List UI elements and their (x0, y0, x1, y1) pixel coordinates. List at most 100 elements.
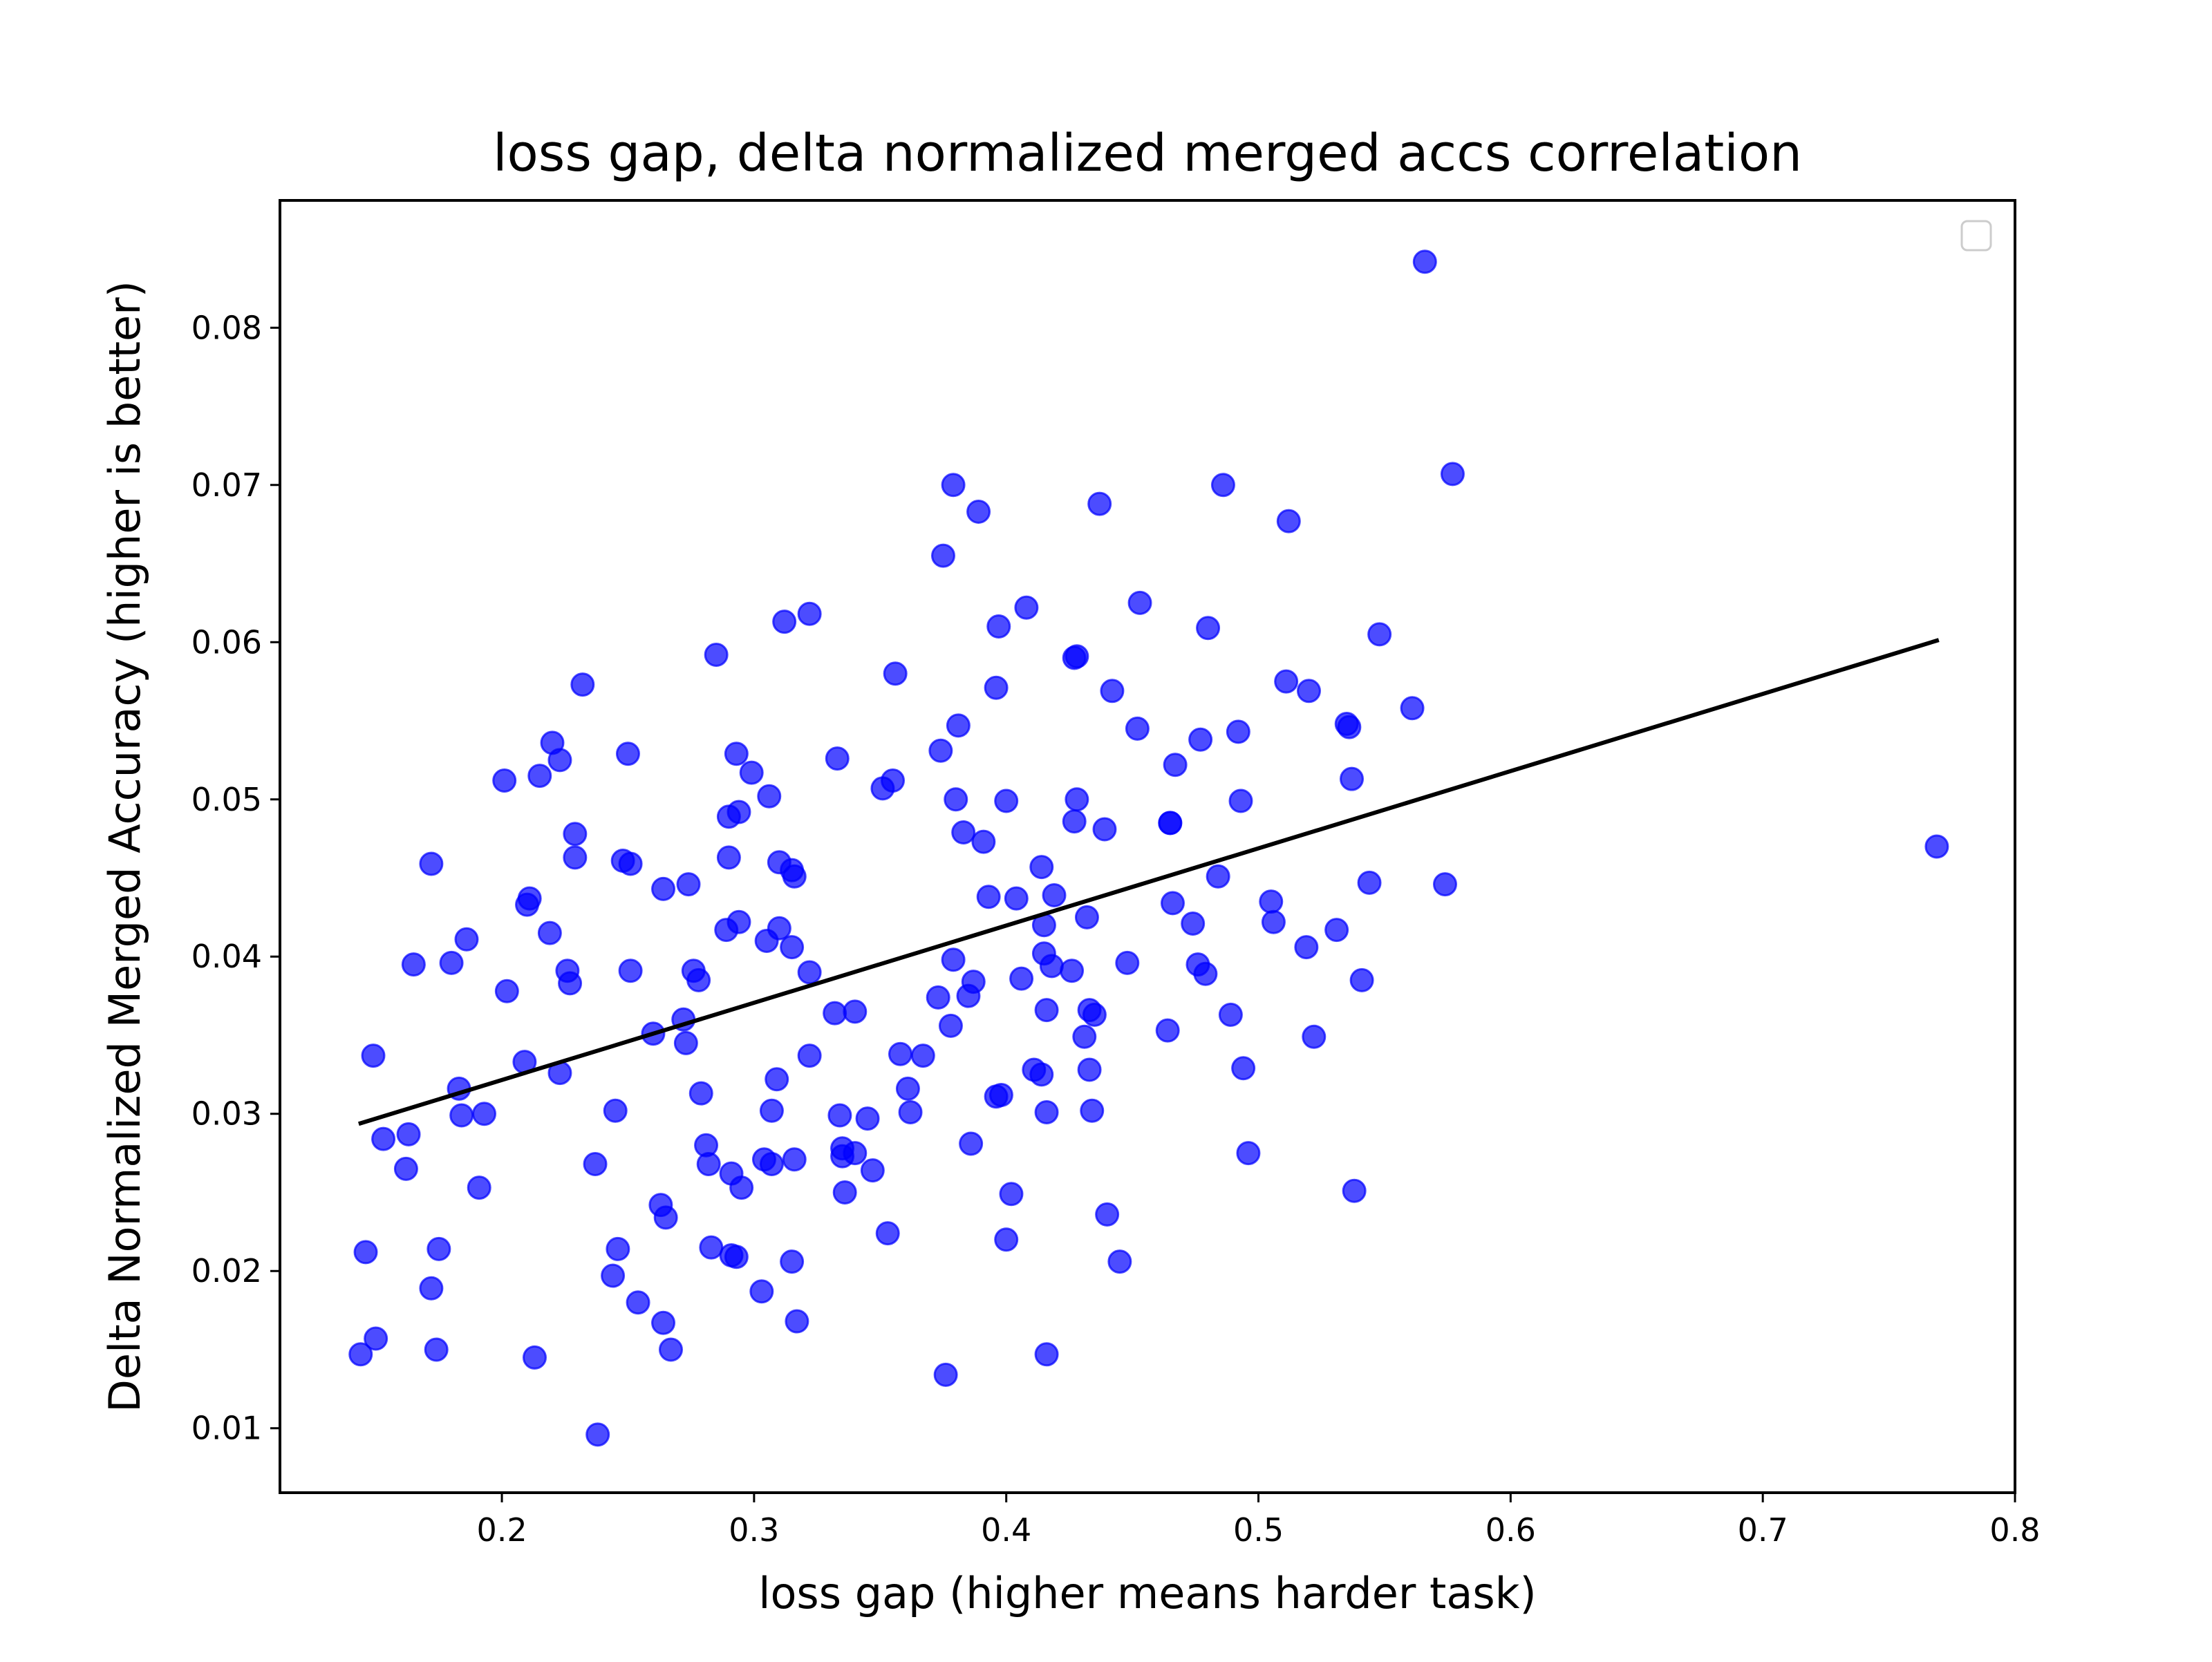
scatter-point (1218, 1002, 1243, 1027)
scatter-point (618, 959, 643, 983)
scatter-point (855, 1106, 880, 1131)
scatter-point (1039, 954, 1064, 979)
scatter-point (999, 1182, 1024, 1207)
scatter-point (951, 820, 976, 845)
trend-line (357, 638, 1940, 1126)
scatter-point (1127, 590, 1152, 615)
y-axis: 0.01 0.02 0.03 0.04 0.05 0.06 0.07 0.08 (191, 309, 280, 1447)
scatter-point (988, 1082, 1013, 1107)
scatter-point (1296, 679, 1321, 703)
scatter-point (424, 1337, 449, 1362)
scatter-point (704, 642, 729, 667)
scatter-point (1924, 834, 1949, 859)
scatter-point (938, 1013, 963, 1038)
scatter-point (1206, 864, 1230, 889)
scatter-point (1226, 719, 1250, 744)
scatter-point (946, 713, 971, 738)
scatter-point (1400, 696, 1425, 721)
scatter-point (749, 1279, 774, 1304)
plot-area-frame (279, 199, 2016, 1494)
scatter-point (1357, 870, 1382, 895)
scatter-point (797, 1044, 822, 1068)
scatter-point (449, 1103, 474, 1128)
scatter-point (547, 748, 572, 773)
scatter-point (1014, 595, 1039, 620)
scatter-point (780, 1249, 805, 1274)
scatter-point (1342, 1178, 1367, 1203)
scatter-point (716, 845, 741, 870)
scatter-point (651, 1310, 676, 1335)
scatter-point (1065, 787, 1089, 812)
x-tick-label: 0.3 (729, 1511, 779, 1549)
x-tick-label: 0.4 (981, 1511, 1031, 1549)
x-axis-label: loss gap (higher means harder task) (758, 1568, 1537, 1618)
scatter-point (961, 970, 986, 994)
x-axis: 0.2 0.3 0.4 0.5 0.6 0.7 0.8 (476, 1493, 2041, 1549)
scatter-point (601, 1263, 626, 1288)
scatter-point (1092, 817, 1117, 842)
scatter-point (1060, 959, 1085, 983)
scatter-point (881, 768, 906, 793)
scatter-point (797, 960, 822, 985)
scatter-point (959, 1131, 984, 1156)
scatter-point (772, 610, 797, 634)
scatter-point (688, 1081, 713, 1106)
scatter-point (1077, 1057, 1102, 1082)
scatter-point (364, 1326, 388, 1351)
scatter-point (1432, 872, 1457, 897)
scatter-point (759, 1098, 784, 1123)
scatter-point (1231, 1056, 1256, 1081)
scatter-point (1236, 1141, 1261, 1166)
scatter-point (651, 876, 676, 901)
scatter-point (1082, 1002, 1107, 1027)
scatter-point (673, 1030, 698, 1055)
scatter-point (984, 675, 1009, 700)
scatter-point (1080, 1098, 1105, 1123)
y-tick-label: 0.08 (191, 309, 262, 346)
scatter-point (396, 1122, 421, 1146)
trend-line-group (357, 638, 1940, 1126)
y-tick-label: 0.01 (191, 1410, 262, 1447)
scatter-point (1367, 622, 1392, 647)
scatter-point (1276, 509, 1301, 533)
y-tick-label: 0.03 (191, 1095, 262, 1133)
scatter-point (626, 1290, 650, 1315)
scatter-point (1100, 679, 1125, 703)
scatter-point (780, 935, 805, 960)
scatter-points (348, 249, 1949, 1447)
scatter-point (1029, 855, 1054, 880)
y-tick-label: 0.04 (191, 938, 262, 975)
y-tick-label: 0.02 (191, 1252, 262, 1290)
scatter-point (910, 1044, 935, 1068)
scatter-point (585, 1422, 610, 1447)
scatter-point (898, 1099, 923, 1124)
scatter-point (1193, 961, 1218, 986)
scatter-point (1115, 950, 1140, 975)
scatter-point (994, 1227, 1019, 1252)
y-axis-label: Delta Normalized Merged Accuracy (higher… (100, 281, 150, 1413)
scatter-point (419, 851, 444, 876)
scatter-point (941, 473, 966, 498)
scatter-point (371, 1126, 396, 1151)
scatter-point (944, 787, 968, 812)
scatter-point (1155, 1018, 1180, 1043)
scatter-point (727, 800, 751, 824)
scatter-point (875, 1221, 900, 1246)
scatter-point (563, 822, 588, 847)
scatter-point (1004, 886, 1029, 911)
scatter-point (454, 927, 479, 952)
scatter-point (724, 742, 749, 766)
scatter-point (570, 672, 595, 697)
scatter-point (618, 851, 643, 876)
scatter-point (1349, 967, 1374, 992)
scatter-point (1029, 1062, 1054, 1087)
x-tick-label: 0.7 (1738, 1511, 1788, 1549)
scatter-point (933, 1362, 958, 1387)
scatter-point (1034, 998, 1059, 1023)
scatter-point (1181, 911, 1206, 936)
scatter-point (527, 764, 552, 788)
scatter-point (537, 920, 562, 945)
scatter-point (1340, 766, 1365, 791)
scatter-point (827, 1103, 852, 1128)
